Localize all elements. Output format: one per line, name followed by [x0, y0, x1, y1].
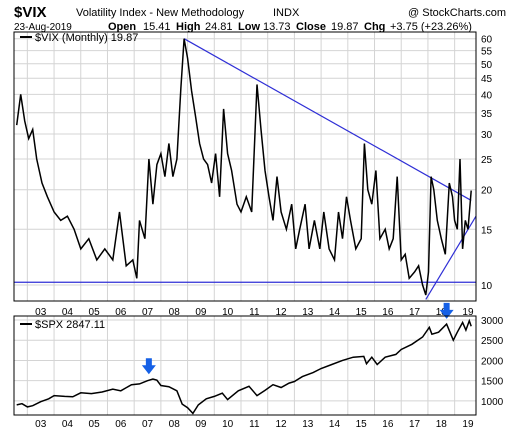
chg-label: Chg	[364, 21, 385, 33]
spx-y-axis: 1000 1500 2000 2500 3000	[481, 316, 504, 408]
vix-legend: $VIX (Monthly) 19.87	[35, 32, 138, 44]
x-tick-label: 11	[249, 307, 260, 318]
y-tick-label: 2500	[481, 336, 504, 347]
y-tick-label: 10	[481, 281, 493, 292]
arrow-down-marker	[141, 358, 156, 375]
quote-date: 23-Aug-2019	[14, 22, 72, 33]
x-tick-label: 13	[302, 419, 314, 429]
x-tick-label: 04	[62, 307, 74, 318]
x-tick-label: 19	[462, 307, 474, 318]
vix-grid	[14, 32, 476, 301]
x-tick-label: 07	[142, 307, 154, 318]
close-label: Close	[296, 21, 326, 33]
y-tick-label: 1000	[481, 397, 504, 408]
x-tick-label: 14	[329, 307, 341, 318]
high-value: 24.81	[205, 21, 233, 33]
y-tick-label: 20	[481, 186, 493, 197]
low-label: Low	[238, 21, 260, 33]
spx-price-line	[16, 318, 472, 415]
y-tick-label: 25	[481, 155, 493, 166]
x-tick-label: 19	[462, 419, 474, 429]
x-tick-label: 13	[302, 307, 314, 318]
spx-x-axis: 03 04 05 06 07 08 09 10 11 12 13 14 15 16 17 18 19	[35, 419, 474, 430]
y-tick-label: 40	[481, 90, 493, 101]
y-tick-label: 1500	[481, 377, 504, 388]
vix-price-line	[15, 38, 472, 296]
trendline	[425, 215, 477, 300]
y-tick-label: 55	[481, 47, 493, 58]
y-tick-label: 35	[481, 109, 493, 120]
y-tick-label: 45	[481, 74, 493, 85]
watermark: @ StockCharts.com	[408, 7, 506, 19]
x-tick-label: 18	[436, 307, 448, 318]
vix-panel-frame	[13, 31, 477, 302]
y-tick-label: 60	[481, 35, 493, 46]
trendline	[183, 38, 472, 201]
y-tick-label: 50	[481, 60, 493, 71]
x-tick-label: 08	[169, 307, 181, 318]
x-tick-label: 16	[382, 307, 394, 318]
x-tick-label: 10	[222, 307, 234, 318]
x-tick-label: 09	[195, 307, 207, 318]
chg-value: +3.75 (+23.26%)	[390, 21, 472, 33]
x-tick-label: 14	[329, 419, 341, 429]
x-tick-label: 04	[62, 419, 74, 429]
spx-panel-frame	[13, 315, 477, 416]
spx-panel: 1000 1500 2000 2500 3000 03 04 05 06 07 08 09 10 11 1…	[13, 302, 504, 430]
x-tick-label: 15	[356, 419, 368, 429]
y-tick-label: 30	[481, 130, 493, 141]
x-tick-label: 08	[169, 419, 181, 429]
y-tick-label: 2000	[481, 356, 504, 367]
exchange-name: INDX	[273, 7, 300, 19]
spx-legend: $SPX 2847.11	[35, 319, 105, 331]
open-label: Open	[108, 21, 136, 33]
x-tick-label: 15	[356, 307, 368, 318]
x-tick-label: 03	[35, 419, 47, 429]
x-tick-label: 06	[115, 419, 127, 429]
x-tick-label: 17	[409, 307, 421, 318]
spx-grid	[14, 316, 476, 415]
x-tick-label: 03	[35, 307, 47, 318]
x-tick-label: 17	[409, 419, 421, 429]
y-tick-label: 15	[481, 225, 493, 236]
y-tick-label: 3000	[481, 316, 504, 327]
x-tick-label: 18	[436, 419, 448, 429]
x-tick-label: 12	[275, 307, 287, 318]
vix-x-axis: 03 04 05 06 07 08 09 10 11 12 13 14 15 16 17 18 19	[35, 307, 474, 318]
x-tick-label: 10	[222, 419, 234, 429]
spx-arrows	[141, 302, 454, 375]
close-value: 19.87	[331, 21, 359, 33]
x-tick-label: 07	[142, 419, 154, 429]
x-tick-label: 12	[275, 419, 287, 429]
x-tick-label: 05	[89, 307, 101, 318]
x-tick-label: 05	[89, 419, 101, 429]
x-tick-label: 11	[249, 419, 260, 429]
x-tick-label: 16	[382, 419, 394, 429]
open-value: 15.41	[143, 21, 171, 33]
x-tick-label: 09	[195, 419, 207, 429]
ticker-symbol: $VIX	[14, 4, 47, 21]
index-name: Volatility Index - New Methodology	[76, 7, 245, 19]
high-label: High	[176, 21, 201, 33]
vix-trendlines	[14, 38, 477, 300]
x-tick-label: 06	[115, 307, 127, 318]
low-value: 13.73	[263, 21, 291, 33]
arrow-down-marker	[439, 302, 454, 319]
